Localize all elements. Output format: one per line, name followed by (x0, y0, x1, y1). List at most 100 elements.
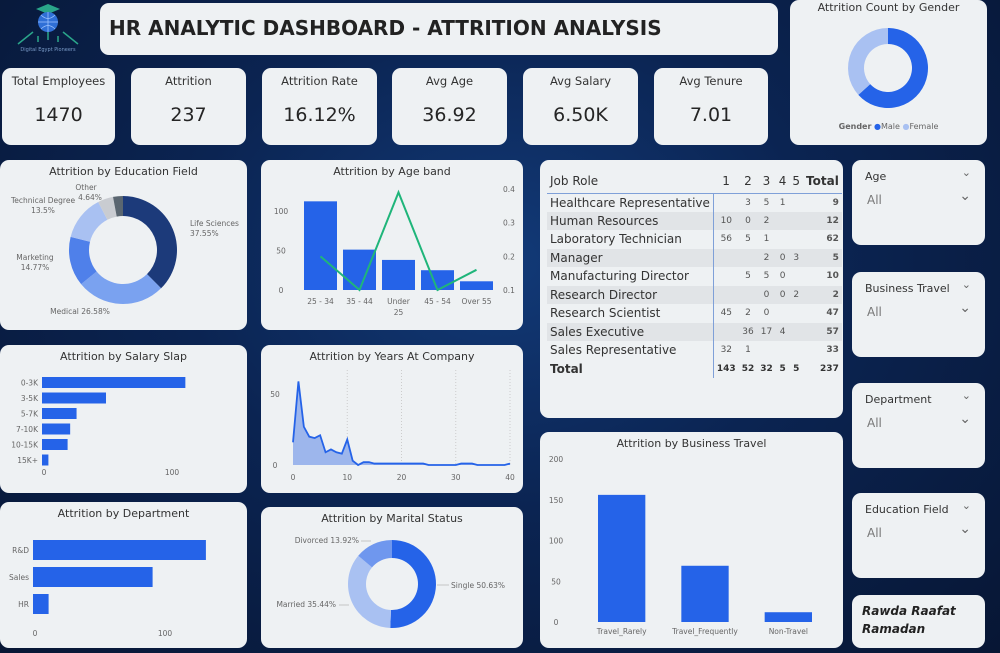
bar (460, 281, 493, 290)
bar (421, 270, 454, 290)
chevron-down-icon[interactable]: ⌄ (961, 166, 971, 179)
chart-title: Attrition Count by Gender (817, 1, 960, 14)
page-title: HR ANALYTIC DASHBOARD - ATTRITION ANALYS… (109, 16, 662, 40)
table-cell: 45 (720, 308, 733, 319)
bar (681, 565, 729, 622)
x-tick: 10 (342, 473, 352, 482)
kpi-value: 1470 (34, 104, 83, 126)
table-cell: 9 (832, 197, 839, 208)
slicer-education-field[interactable]: Education Field ⌄ All ⌄ (852, 493, 985, 578)
data-label: Life Sciences (190, 219, 239, 228)
header-cell[interactable]: Job Role (547, 169, 714, 194)
rate-line (319, 189, 477, 292)
donut-slice-male (858, 28, 928, 109)
x-tick: 45 - 54 (424, 297, 451, 306)
table-row: Research Director 0 0 2 2 (547, 285, 842, 305)
total-cell: 32 (760, 363, 773, 374)
dropdown-chevron-icon[interactable]: ⌄ (959, 521, 971, 537)
x-tick: 35 - 44 (346, 297, 373, 306)
table-cell: 2 (763, 252, 770, 263)
y-tick: 200 (549, 455, 564, 464)
kpi-label: Avg Age (425, 74, 474, 88)
kpi-label: Avg Salary (549, 74, 612, 88)
department-chart-card: Attrition by Department R&D Sales HR 0 100 (0, 502, 247, 648)
table-total-row: Total 143 52 32 5 5 237 (547, 359, 842, 378)
chevron-down-icon[interactable]: ⌄ (961, 499, 971, 512)
dropdown-chevron-icon[interactable]: ⌄ (959, 300, 971, 316)
legend-male: Male (880, 122, 900, 131)
data-label: Other (75, 183, 97, 192)
slicer-department[interactable]: Department ⌄ All ⌄ (852, 383, 985, 468)
data-label: Single 50.63% (451, 581, 505, 590)
kpi-card: Avg Tenure 7.01 (654, 68, 768, 145)
gender-donut (848, 28, 928, 109)
table-row: Sales Representative 32 1 33 (547, 341, 842, 360)
chart-title: Attrition by Marital Status (321, 512, 463, 525)
x-tick: 40 (505, 473, 515, 482)
x-tick: Over 55 (462, 297, 492, 306)
dropdown-chevron-icon[interactable]: ⌄ (959, 188, 971, 204)
bar (598, 494, 646, 622)
y-tick: 0 (279, 286, 284, 295)
table-cell: 36 (742, 326, 754, 337)
header-cell[interactable]: 1 (713, 169, 739, 194)
table-cell: 5 (763, 271, 770, 282)
bar (33, 594, 49, 614)
kpi-card: Attrition Rate 16.12% (262, 68, 377, 145)
table-row: Laboratory Technician 56 5 1 62 (547, 230, 842, 249)
table-cell (713, 286, 738, 305)
y-tick: 7-10K (16, 425, 39, 434)
donut-slice-single (390, 540, 436, 628)
header-cell[interactable]: 2 (738, 169, 758, 194)
header-cell[interactable]: 5 (789, 169, 804, 194)
table-cell (789, 323, 803, 342)
data-label: Divorced 13.92% (295, 536, 359, 545)
job-role-table-card: Job Role 1 2 3 4 5 Total Healthcare Representat… (540, 160, 843, 418)
y-tick: 0-3K (21, 379, 39, 388)
kpi-value: 36.92 (422, 104, 477, 126)
slicer-value[interactable]: All (867, 416, 882, 430)
table-cell (776, 304, 790, 323)
x-tick: 0 (42, 468, 47, 477)
y-tick: 50 (551, 577, 561, 586)
x-tick: Non-Travel (769, 627, 808, 636)
table-cell: 4 (779, 326, 786, 337)
table-cell: 5 (745, 271, 751, 282)
job-role-matrix: Job Role 1 2 3 4 5 Total Healthcare Representat… (547, 169, 842, 378)
table-cell (713, 193, 738, 212)
kpi-label: Attrition (165, 74, 212, 88)
dropdown-chevron-icon[interactable]: ⌄ (959, 411, 971, 427)
slicer-value[interactable]: All (867, 193, 882, 207)
table-cell: 1 (745, 345, 751, 356)
author-name-2: Ramadan (862, 622, 926, 636)
data-label: 13.5% (31, 206, 55, 215)
table-cell: Manufacturing Director (547, 267, 714, 286)
donut-slice-other (98, 196, 117, 220)
kpi-value: 237 (170, 104, 207, 126)
years-area-chart: 0 50 0 10 20 30 40 (270, 370, 515, 482)
salary-chart-card: Attrition by Salary Slap 0-3K 3-5K 5-7K 7-10… (0, 345, 247, 493)
table-cell: 56 (720, 234, 733, 245)
y-tick: Sales (9, 573, 29, 582)
age-chart-card: Attrition by Age band 0 50 100 0.1 0.2 0.3 0.4 2… (261, 160, 523, 330)
slicer-age[interactable]: Age ⌄ All ⌄ (852, 160, 985, 245)
kpi-value: 16.12% (283, 104, 356, 126)
header-cell[interactable]: 4 (775, 169, 790, 194)
table-cell: Manager (547, 248, 714, 267)
y-tick: 10-15K (11, 441, 39, 450)
chevron-down-icon[interactable]: ⌄ (961, 278, 971, 291)
bar (42, 392, 106, 404)
slicer-value[interactable]: All (867, 305, 882, 319)
chevron-down-icon[interactable]: ⌄ (961, 389, 971, 402)
total-cell: 5 (793, 363, 800, 374)
table-cell: 2 (832, 289, 839, 300)
table-cell: 2 (745, 308, 751, 319)
logo: Digital Egypt Pioneers (8, 2, 88, 54)
header-cell[interactable]: 3 (757, 169, 776, 194)
slicer-business-travel[interactable]: Business Travel ⌄ All ⌄ (852, 272, 985, 357)
globe-logo-icon (17, 4, 79, 45)
slicer-value[interactable]: All (867, 526, 882, 540)
table-cell: 0 (745, 215, 751, 226)
header-cell[interactable]: Total (803, 169, 842, 194)
